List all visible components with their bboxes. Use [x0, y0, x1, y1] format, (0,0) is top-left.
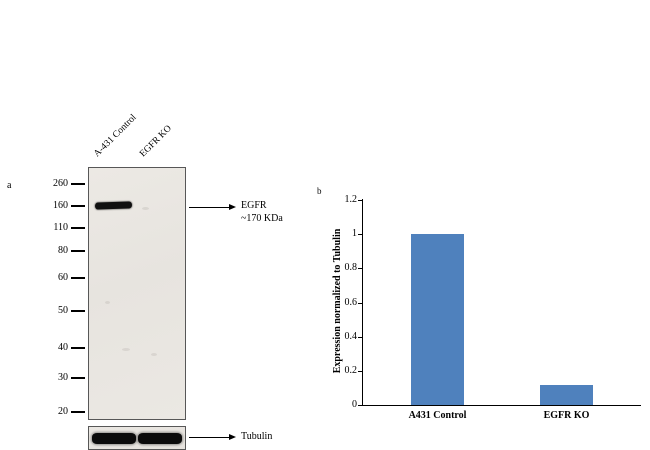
y-tick-mark — [358, 405, 362, 406]
mw-marker-tick — [71, 227, 85, 229]
mw-marker-label: 160 — [53, 200, 68, 211]
y-tick-label: 0.2 — [344, 364, 358, 376]
mw-marker-tick — [71, 310, 85, 312]
mw-marker-label: 60 — [58, 272, 68, 283]
mw-marker-label: 80 — [58, 245, 68, 256]
western-blot-image — [88, 167, 186, 420]
mw-marker-tick — [71, 205, 85, 207]
mw-marker-label: 30 — [58, 372, 68, 383]
panel-b-label: b — [317, 186, 322, 196]
mw-marker-tick — [71, 411, 85, 413]
egfr-annotation-line2: ~170 KDa — [241, 213, 283, 224]
mw-marker-label: 40 — [58, 342, 68, 353]
egfr-annotation-line1: EGFR — [241, 200, 267, 211]
tubulin-band-arrow — [189, 434, 236, 440]
bar-a431-control — [411, 234, 464, 405]
y-tick-mark — [358, 200, 362, 201]
y-tick-mark — [358, 370, 362, 372]
panel-a-label: a — [7, 180, 12, 191]
x-category-label: EGFR KO — [543, 410, 590, 421]
tubulin-band-ko — [138, 433, 182, 444]
y-tick-label: 1.2 — [344, 194, 358, 205]
bar-egfr-ko — [540, 384, 593, 405]
lane-label: A-431 Control — [92, 112, 139, 160]
egfr-band — [94, 201, 133, 210]
y-tick-mark — [358, 336, 362, 338]
background-speck — [142, 207, 149, 210]
mw-marker-label: 110 — [53, 222, 68, 233]
y-tick-label: 1 — [352, 228, 357, 240]
mw-marker-tick — [71, 377, 85, 379]
y-tick-mark — [358, 234, 362, 236]
egfr-band-annotation: EGFR ~170 KDa — [241, 199, 283, 225]
x-category-label: A431 Control — [408, 410, 467, 421]
mw-marker-tick — [71, 183, 85, 185]
y-tick-label: 0 — [352, 399, 357, 410]
background-speck — [122, 348, 130, 351]
x-axis-line — [362, 405, 641, 406]
mw-marker-label: 50 — [58, 305, 68, 316]
mw-marker-tick — [71, 277, 85, 279]
background-speck — [105, 301, 110, 304]
y-tick-label: 0.6 — [344, 296, 358, 308]
mw-marker-tick — [71, 347, 85, 349]
y-tick-label: 0.4 — [344, 330, 358, 342]
tubulin-band-control — [92, 433, 136, 444]
y-axis-line — [362, 199, 363, 406]
mw-marker-label: 260 — [53, 178, 68, 189]
y-tick-mark — [358, 268, 362, 270]
mw-marker-label: 20 — [58, 406, 68, 417]
tubulin-loading-control-blot — [88, 426, 186, 450]
y-tick-label: 0.8 — [344, 262, 358, 274]
egfr-band-arrow — [189, 204, 236, 210]
y-tick-mark — [358, 302, 362, 304]
tubulin-label: Tubulin — [241, 431, 273, 442]
lane-label: EGFR KO — [138, 123, 174, 160]
background-speck — [151, 353, 157, 356]
mw-marker-tick — [71, 250, 85, 252]
